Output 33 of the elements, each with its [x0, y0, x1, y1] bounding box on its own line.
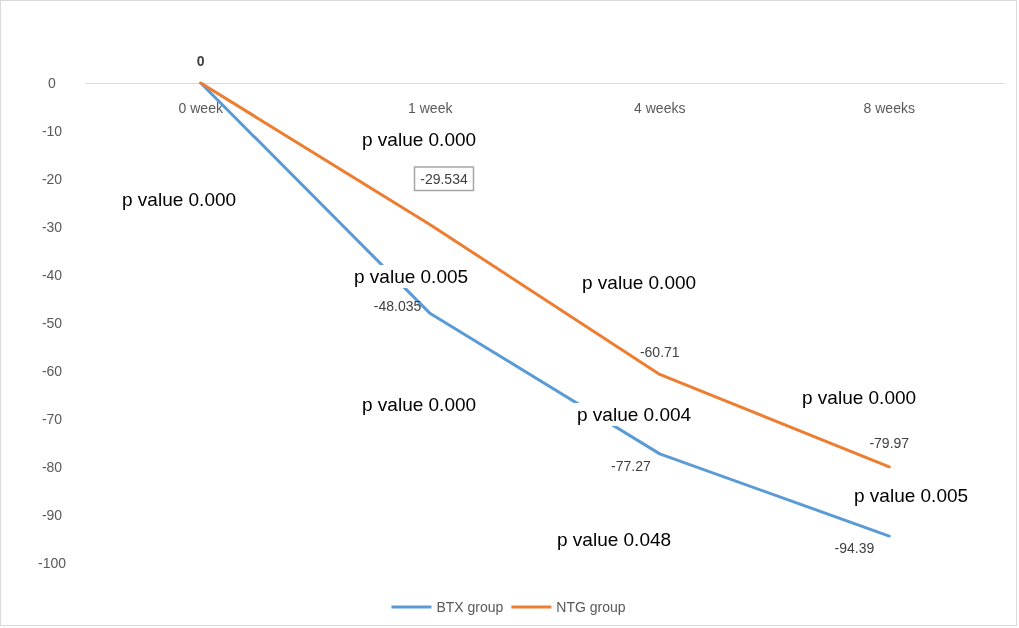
legend-label: NTG group [556, 599, 626, 615]
data-label: -60.71 [639, 344, 680, 361]
y-tick-label: 0 [48, 75, 57, 91]
y-tick-label: -100 [37, 555, 67, 571]
annotation: p value 0.000 [802, 387, 917, 408]
y-tick-label: -70 [41, 411, 63, 427]
annotation: p value 0.048 [557, 529, 672, 550]
annotation: p value 0.000 [582, 272, 697, 293]
data-label: -94.39 [834, 540, 875, 557]
x-tick-label: 0 week [178, 100, 224, 116]
annotation: p value 0.005 [354, 266, 469, 287]
annotation: p value 0.000 [362, 394, 477, 415]
data-label: -79.97 [869, 434, 910, 451]
y-tick-label: -90 [41, 507, 63, 523]
x-tick-label: 4 weeks [634, 100, 686, 116]
data-label: -29.534 [420, 170, 468, 187]
legend-label: BTX group [436, 599, 504, 615]
annotation: p value 0.000 [122, 189, 237, 210]
y-tick-label: -80 [41, 459, 63, 475]
x-tick-label: 8 weeks [863, 100, 915, 116]
y-tick-label: -60 [41, 363, 63, 379]
y-tick-label: -40 [41, 267, 63, 283]
y-tick-label: -30 [41, 219, 63, 235]
y-tick-label: -20 [41, 171, 63, 187]
y-tick-label: -10 [41, 123, 63, 139]
annotation: p value 0.000 [362, 129, 477, 150]
annotation: p value 0.005 [854, 485, 969, 506]
data-label: 0 [196, 53, 205, 69]
data-label: -77.27 [611, 457, 651, 474]
data-label: -48.035 [373, 297, 422, 314]
y-tick-label: -50 [41, 315, 63, 331]
x-tick-label: 1 week [408, 100, 454, 116]
annotation: p value 0.004 [577, 404, 692, 425]
